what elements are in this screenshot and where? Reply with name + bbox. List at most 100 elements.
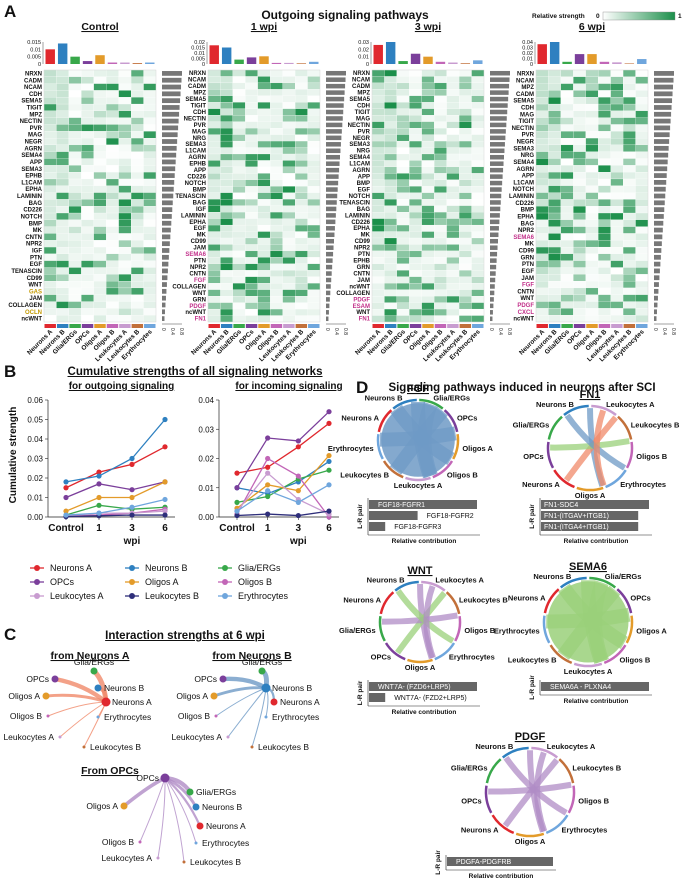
heatmap-cell: [220, 218, 233, 226]
side-bar: [490, 154, 504, 160]
row-label: CDH: [357, 103, 370, 109]
heatmap-cell: [585, 233, 599, 241]
lr-bar: [541, 682, 649, 691]
heatmap-cell: [471, 128, 485, 135]
side-bar: [490, 264, 497, 270]
series-line: [236, 510, 330, 517]
heatmap-cell: [598, 83, 611, 91]
heatmap-cell: [548, 246, 561, 254]
heatmap-cell: [459, 153, 472, 161]
side-bar: [490, 316, 493, 322]
cell-color-strip: [131, 324, 144, 328]
row-label: EGF: [358, 187, 371, 193]
heatmap-cell: [56, 131, 69, 139]
lr-bar: [369, 522, 386, 531]
heatmap-cell: [257, 179, 271, 187]
heatmap-cell: [81, 199, 94, 207]
cell-color-strip: [208, 324, 220, 328]
heatmap-cell: [409, 250, 422, 258]
row-label: TIGIT: [191, 103, 207, 109]
heatmap-cell: [396, 179, 410, 187]
chord-arc: [625, 615, 634, 644]
heatmap-cell: [396, 283, 410, 290]
heatmap-cell: [535, 253, 549, 261]
heatmap-cell: [81, 172, 94, 180]
heatmap-cell: [118, 301, 132, 309]
heatmap-cell: [573, 178, 586, 186]
heatmap-cell: [409, 270, 422, 277]
series-line: [65, 514, 165, 518]
series-point: [265, 488, 271, 494]
heatmap-cell: [68, 185, 82, 193]
heatmap-cell: [220, 270, 233, 277]
heatmap-cell: [396, 308, 410, 316]
heatmap-cell: [106, 144, 119, 152]
side-bar: [654, 200, 665, 206]
side-bar: [326, 96, 345, 102]
heatmap-cell: [635, 287, 649, 295]
heatmap-cell: [245, 140, 258, 148]
top-bar: [599, 61, 610, 64]
series-line: [65, 504, 166, 516]
heatmap-cell: [573, 308, 586, 316]
heatmap-cell: [585, 90, 599, 98]
lr-ylabel: L-R pair: [529, 504, 536, 529]
heatmap-cell: [409, 257, 422, 264]
chord-arc: [547, 415, 563, 440]
cell-color-strip: [270, 324, 283, 328]
heatmap-cell: [143, 212, 157, 220]
heatmap-cell: [118, 246, 132, 254]
heatmap-cell: [384, 69, 397, 77]
row-label: FN1: [195, 317, 207, 323]
heatmap-cell: [207, 128, 221, 135]
heatmap-cell: [471, 102, 485, 109]
chord-label: Leukocytes A: [564, 667, 613, 676]
side-bar: [162, 77, 182, 83]
heatmap-cell: [384, 147, 397, 155]
heatmap-cell: [610, 138, 624, 146]
heatmap-cell: [585, 144, 599, 152]
heatmap-cell: [610, 233, 624, 241]
heatmap-cell: [295, 147, 308, 155]
top-ytick: 0.02: [358, 47, 369, 53]
cell-color-strip: [372, 324, 384, 328]
row-label: NPR2: [354, 246, 371, 252]
heatmap-cell: [270, 186, 283, 193]
lr-xlabel: Relative contribution: [564, 698, 629, 705]
row-label: NECTIN: [184, 116, 206, 122]
heatmap-cell: [295, 270, 308, 277]
heatmap-cell: [232, 69, 246, 77]
heatmap-title: 1 wpi: [251, 21, 277, 33]
heatmap-frame: [207, 69, 321, 323]
heatmap-cell: [282, 89, 296, 96]
row-label: AGRN: [516, 167, 534, 173]
heatmap-cell: [43, 110, 57, 118]
row-label: CDH: [193, 110, 206, 116]
lr-bar-label: WNT7A- (FZD2+LRP5): [394, 695, 467, 702]
chord-label: Leukocytes B: [508, 656, 557, 665]
heatmap-cell: [257, 121, 271, 129]
side-bar: [162, 105, 180, 110]
series-point: [162, 444, 168, 450]
series-line: [65, 419, 166, 483]
heatmap-cell: [43, 192, 57, 200]
heatmap-cell: [282, 283, 296, 290]
heatmap-cell: [384, 296, 397, 303]
heatmap-cell: [307, 276, 321, 284]
side-bar: [162, 145, 177, 151]
heatmap-cell: [307, 166, 321, 174]
heatmap-cell: [93, 315, 107, 323]
row-label: JAM: [357, 278, 370, 284]
heatmap-cell: [245, 231, 258, 239]
series-point: [234, 485, 240, 491]
heatmap-cell: [598, 315, 611, 323]
chord-arc: [559, 576, 587, 589]
heatmap-cell: [220, 134, 233, 142]
side-bar: [326, 290, 331, 296]
heatmap-cell: [43, 144, 57, 152]
cell-color-strip: [144, 324, 156, 328]
heatmap-cell: [409, 173, 422, 180]
heatmap-cell: [245, 69, 258, 77]
heatmap-cell: [384, 205, 397, 213]
